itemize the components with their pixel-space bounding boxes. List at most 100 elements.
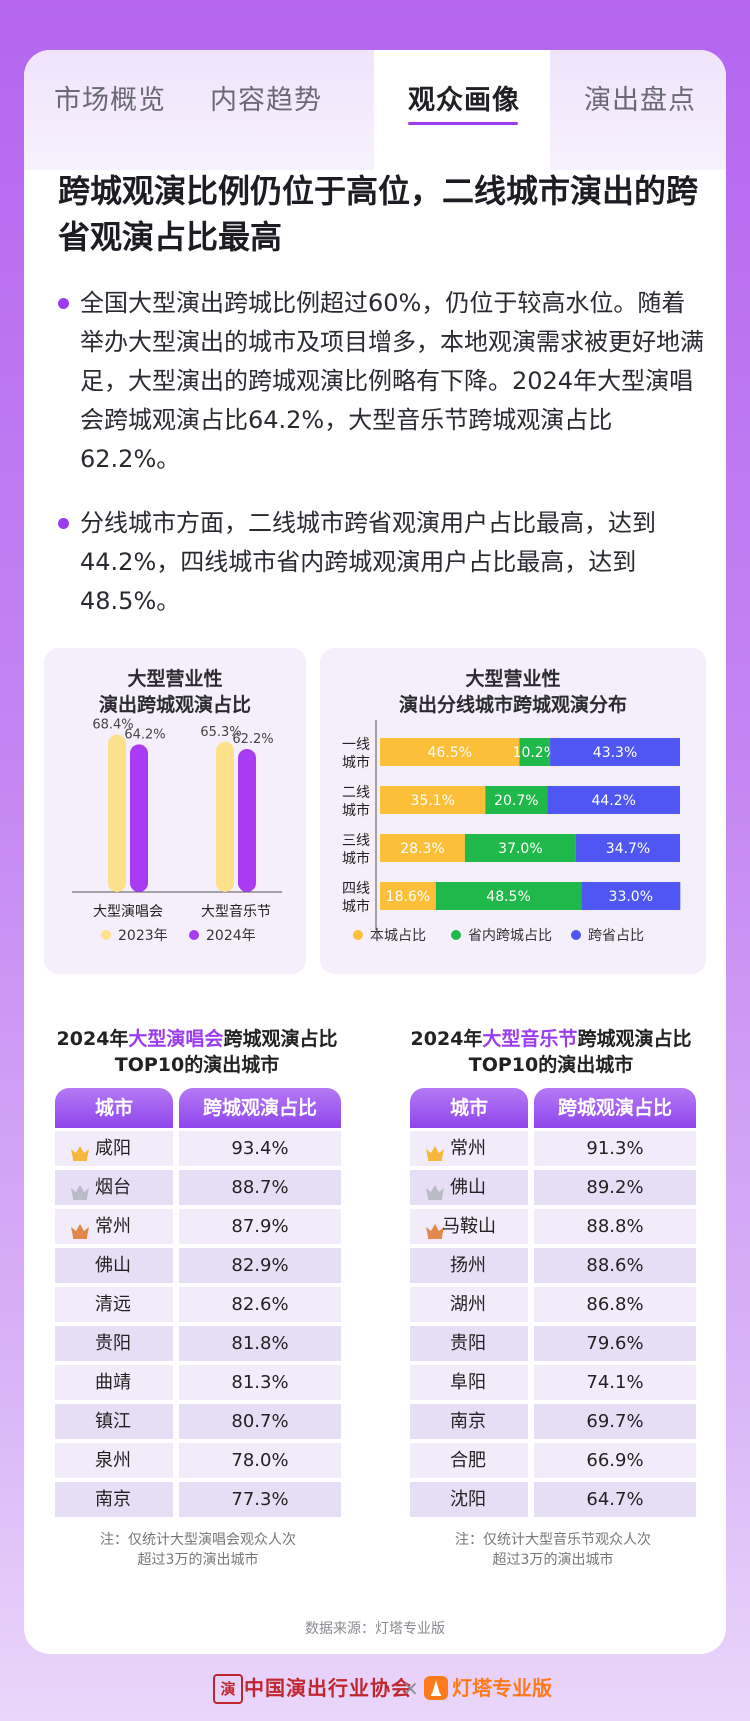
city-cell: 沈阳: [410, 1482, 528, 1517]
city-cell: 阜阳: [410, 1365, 528, 1400]
bar-segment-inter-province-share: [550, 738, 680, 766]
legend-swatch: [189, 930, 199, 940]
table-title-line-1: 2024年大型音乐节跨城观演占比: [386, 1026, 716, 1052]
y-tick-label: 城市: [342, 850, 370, 867]
table-title-line-2: TOP10的演出城市: [114, 1054, 280, 1076]
crown-gold-icon: [424, 1139, 446, 1161]
ratio-value: 88.7%: [179, 1170, 341, 1205]
bullet-dot: [58, 298, 69, 309]
data-label: 43.3%: [593, 745, 637, 761]
title-highlight: 大型演唱会: [128, 1028, 224, 1050]
x-tick-label: 大型演唱会: [93, 904, 163, 920]
legend-label: 2023年: [118, 928, 168, 944]
note-line: 超过3万的演出城市: [492, 1552, 614, 1568]
city-name: 佛山: [450, 1177, 486, 1198]
city-cell: 泉州: [55, 1443, 173, 1478]
column-header-ratio: 跨城观演占比: [534, 1088, 696, 1128]
table-row: 沈阳 64.7%: [410, 1482, 696, 1517]
ratio-value: 82.9%: [179, 1248, 341, 1283]
chart-panel-cross-city-ratio: 大型营业性 演出跨城观演占比 68.4% 64.2% 大型演唱会 65.3% 62.2%…: [44, 648, 306, 974]
city-cell: 南京: [410, 1404, 528, 1439]
table-title-line-1: 2024年大型演唱会跨城观演占比: [32, 1026, 362, 1052]
table-title-festival: 2024年大型音乐节跨城观演占比 TOP10的演出城市: [386, 1026, 716, 1078]
crown-bronze-icon: [69, 1217, 91, 1239]
dengta-brand-name: 灯塔专业版: [452, 1676, 552, 1700]
data-label: 44.2%: [591, 793, 635, 809]
column-header-city: 城市: [410, 1088, 528, 1128]
ratio-value: 88.6%: [534, 1248, 696, 1283]
table-row: 马鞍山 88.8%: [410, 1209, 696, 1244]
city-cell: 咸阳: [55, 1131, 173, 1166]
table-row: 烟台 88.7%: [55, 1170, 341, 1205]
city-cell: 曲靖: [55, 1365, 173, 1400]
table-title-line-2: TOP10的演出城市: [468, 1054, 634, 1076]
crown-silver-icon: [424, 1178, 446, 1200]
table-row: 佛山 89.2%: [410, 1170, 696, 1205]
data-label: 64.2%: [124, 727, 165, 742]
x-tick-label: 大型音乐节: [201, 903, 271, 920]
city-name: 常州: [95, 1216, 131, 1237]
y-tick-label: 城市: [342, 802, 370, 819]
city-cell: 清远: [55, 1287, 173, 1322]
title-part: 2024年: [56, 1028, 129, 1050]
city-cell: 湖州: [410, 1287, 528, 1322]
title-part: 跨城观演占比: [223, 1028, 338, 1050]
bar-segment-inter-province-share: [581, 882, 681, 910]
city-name: 常州: [450, 1138, 486, 1159]
association-name: 中国演出行业协会: [244, 1676, 412, 1700]
data-label: 65.3%: [200, 725, 241, 740]
bar-2023-festival: [216, 741, 234, 892]
data-label: 34.7%: [606, 841, 650, 857]
active-tab-background: [374, 50, 550, 170]
table-note-festival: 注：仅统计大型音乐节观众人次 超过3万的演出城市: [410, 1530, 696, 1570]
table-row: 咸阳 93.4%: [55, 1131, 341, 1166]
table-row: 贵阳 81.8%: [55, 1326, 341, 1361]
data-label: 37.0%: [498, 841, 542, 857]
y-tick-label: 二线: [342, 785, 370, 801]
bar-segment-inter-province-share: [575, 834, 680, 862]
city-cell: 镇江: [55, 1404, 173, 1439]
legend-label: 跨省占比: [588, 928, 644, 944]
legend-label: 省内跨城占比: [468, 928, 552, 944]
city-cell: 马鞍山: [410, 1209, 528, 1244]
tab-market-overview[interactable]: 市场概览: [54, 85, 166, 116]
data-label: 46.5%: [428, 745, 472, 761]
data-label: 62.2%: [232, 732, 273, 747]
tab-show-review[interactable]: 演出盘点: [584, 85, 696, 116]
city-name: 南京: [450, 1411, 486, 1432]
bar-2023-concert: [108, 734, 126, 892]
title-highlight: 大型音乐节: [482, 1028, 578, 1050]
legend-swatch: [101, 930, 111, 940]
table-row: 曲靖 81.3%: [55, 1365, 341, 1400]
table-row: 合肥 66.9%: [410, 1443, 696, 1478]
city-name: 阜阳: [450, 1372, 486, 1393]
table-row: 泉州 78.0%: [55, 1443, 341, 1478]
bullet-dot: [58, 518, 69, 529]
table-row: 清远 82.6%: [55, 1287, 341, 1322]
ratio-value: 79.6%: [534, 1326, 696, 1361]
crown-gold-icon: [69, 1139, 91, 1161]
bar-segment-local-share: [380, 882, 436, 910]
city-name: 咸阳: [95, 1138, 131, 1159]
tab-content-trends[interactable]: 内容趋势: [210, 85, 322, 116]
ratio-value: 80.7%: [179, 1404, 341, 1439]
data-label: 10.2%: [513, 745, 557, 761]
chart-title-line-1: 大型营业性: [127, 668, 223, 690]
tab-audience-profile[interactable]: 观众画像: [408, 85, 520, 116]
table-row: 南京 77.3%: [55, 1482, 341, 1517]
city-cell: 佛山: [55, 1248, 173, 1283]
legend-swatch: [451, 930, 461, 940]
bar-segment-intra-province-share: [435, 882, 582, 910]
table-row: 常州 87.9%: [55, 1209, 341, 1244]
city-name: 曲靖: [95, 1372, 131, 1393]
bar-2024-festival: [238, 748, 256, 892]
legend-label: 本城占比: [370, 928, 426, 944]
bullet-point-1: 全国大型演出跨城比例超过60%，仍位于较高水位。随着举办大型演出的城市及项目增多…: [58, 284, 708, 479]
legend-swatch: [353, 930, 363, 940]
ratio-value: 89.2%: [534, 1170, 696, 1205]
separator: ×: [402, 1676, 419, 1700]
city-name: 合肥: [450, 1450, 486, 1471]
ratio-value: 81.8%: [179, 1326, 341, 1361]
table-row: 湖州 86.8%: [410, 1287, 696, 1322]
